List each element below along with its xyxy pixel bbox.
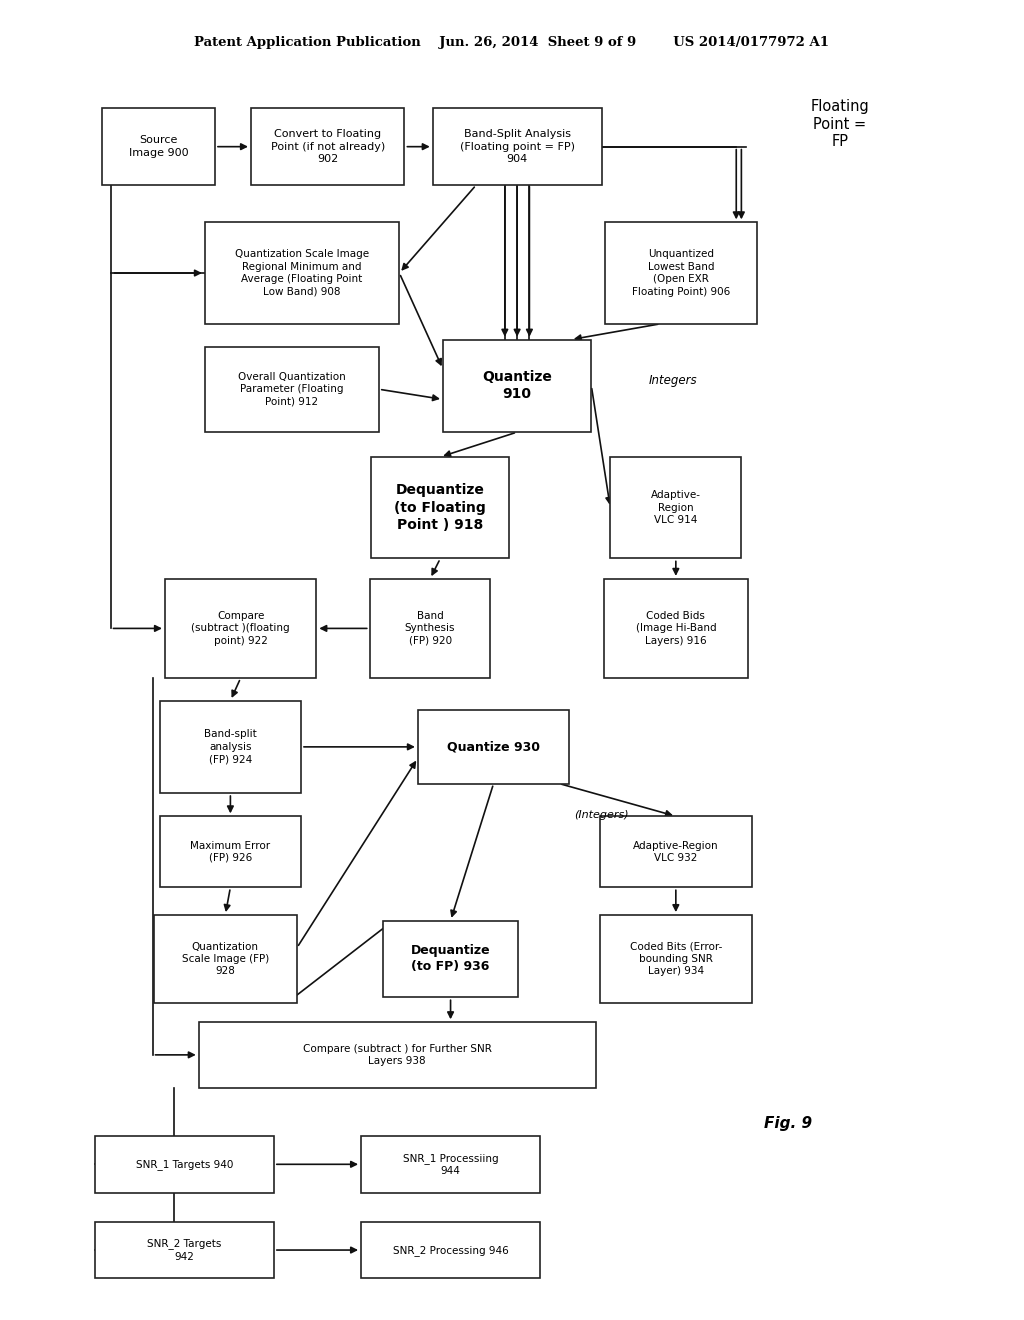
Text: Compare
(subtract )(floating
point) 922: Compare (subtract )(floating point) 922: [191, 611, 290, 645]
Text: (Integers): (Integers): [574, 810, 629, 820]
Text: Quantization Scale Image
Regional Minimum and
Average (Floating Point
Low Band) : Quantization Scale Image Regional Minimu…: [236, 249, 369, 297]
Text: Floating
Point =
FP: Floating Point = FP: [810, 99, 869, 149]
Text: Dequantize
(to FP) 936: Dequantize (to FP) 936: [411, 945, 490, 973]
FancyBboxPatch shape: [199, 1022, 596, 1088]
FancyBboxPatch shape: [600, 816, 752, 887]
FancyBboxPatch shape: [604, 578, 748, 678]
Text: Quantize 930: Quantize 930: [447, 741, 540, 754]
Text: Overall Quantization
Parameter (Floating
Point) 912: Overall Quantization Parameter (Floating…: [238, 372, 346, 407]
FancyBboxPatch shape: [600, 915, 752, 1003]
Text: Dequantize
(to Floating
Point ) 918: Dequantize (to Floating Point ) 918: [394, 483, 486, 532]
FancyBboxPatch shape: [205, 347, 379, 432]
Text: Quantization
Scale Image (FP)
928: Quantization Scale Image (FP) 928: [181, 941, 269, 977]
Text: Integers: Integers: [649, 374, 697, 387]
Text: Adaptive-
Region
VLC 914: Adaptive- Region VLC 914: [651, 490, 700, 525]
Text: Patent Application Publication    Jun. 26, 2014  Sheet 9 of 9        US 2014/017: Patent Application Publication Jun. 26, …: [195, 37, 829, 49]
Text: Band-Split Analysis
(Floating point = FP)
904: Band-Split Analysis (Floating point = FP…: [460, 129, 574, 164]
FancyBboxPatch shape: [361, 1137, 541, 1192]
FancyBboxPatch shape: [102, 108, 215, 185]
FancyBboxPatch shape: [251, 108, 404, 185]
Text: Convert to Floating
Point (if not already)
902: Convert to Floating Point (if not alread…: [270, 129, 385, 164]
FancyBboxPatch shape: [160, 816, 301, 887]
FancyBboxPatch shape: [94, 1137, 273, 1192]
FancyBboxPatch shape: [371, 457, 510, 558]
FancyBboxPatch shape: [165, 578, 316, 678]
Text: Coded Bits (Error-
bounding SNR
Layer) 934: Coded Bits (Error- bounding SNR Layer) 9…: [630, 941, 722, 977]
Text: Source
Image 900: Source Image 900: [129, 136, 188, 158]
FancyBboxPatch shape: [205, 222, 399, 323]
FancyBboxPatch shape: [383, 920, 518, 998]
Text: Unquantized
Lowest Band
(Open EXR
Floating Point) 906: Unquantized Lowest Band (Open EXR Floati…: [632, 249, 730, 297]
Text: Fig. 9: Fig. 9: [765, 1115, 812, 1131]
Text: Maximum Error
(FP) 926: Maximum Error (FP) 926: [190, 841, 270, 863]
FancyBboxPatch shape: [160, 701, 301, 793]
FancyBboxPatch shape: [370, 578, 490, 678]
Text: SNR_2 Processing 946: SNR_2 Processing 946: [392, 1245, 509, 1255]
Text: Band-split
analysis
(FP) 924: Band-split analysis (FP) 924: [204, 730, 257, 764]
FancyBboxPatch shape: [610, 457, 741, 558]
Text: SNR_1 Targets 940: SNR_1 Targets 940: [135, 1159, 233, 1170]
Text: Adaptive-Region
VLC 932: Adaptive-Region VLC 932: [633, 841, 719, 863]
Text: SNR_1 Processiing
944: SNR_1 Processiing 944: [402, 1152, 499, 1176]
FancyBboxPatch shape: [418, 710, 569, 784]
Text: Coded Bids
(Image Hi-Band
Layers) 916: Coded Bids (Image Hi-Band Layers) 916: [636, 611, 716, 645]
FancyBboxPatch shape: [432, 108, 602, 185]
FancyBboxPatch shape: [361, 1222, 541, 1278]
Text: Compare (subtract ) for Further SNR
Layers 938: Compare (subtract ) for Further SNR Laye…: [303, 1044, 492, 1067]
Text: Band
Synthesis
(FP) 920: Band Synthesis (FP) 920: [404, 611, 456, 645]
FancyBboxPatch shape: [442, 339, 592, 432]
Text: SNR_2 Targets
942: SNR_2 Targets 942: [147, 1238, 221, 1262]
Text: Quantize
910: Quantize 910: [482, 370, 552, 401]
FancyBboxPatch shape: [94, 1222, 273, 1278]
FancyBboxPatch shape: [605, 222, 757, 323]
FancyBboxPatch shape: [154, 915, 297, 1003]
